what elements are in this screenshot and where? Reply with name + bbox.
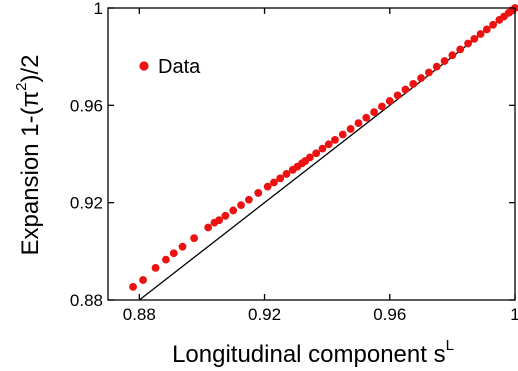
data-point: [440, 57, 449, 65]
data-point: [318, 144, 327, 153]
data-point: [370, 108, 379, 117]
x-axis-label-superscript: L: [446, 337, 454, 354]
data-point: [276, 174, 285, 183]
data-point: [401, 85, 410, 94]
data-point: [456, 45, 465, 54]
data-point: [425, 68, 433, 77]
y-axis-label-prefix: Expansion 1-(: [17, 107, 44, 255]
data-point: [270, 178, 278, 187]
data-point: [190, 234, 198, 243]
data-point: [221, 211, 230, 220]
data-point: [282, 170, 291, 178]
data-point: [151, 263, 160, 272]
data-point: [393, 91, 402, 100]
data-point: [129, 282, 137, 291]
data-point: [489, 20, 497, 29]
y-axis-label-superscript: 2: [13, 83, 30, 91]
data-point: [139, 276, 147, 284]
data-point: [417, 74, 425, 82]
x-tick-label: 0.88: [123, 305, 156, 324]
data-point: [254, 189, 263, 197]
y-axis-label-suffix: )/2: [17, 55, 44, 83]
data-point: [464, 39, 472, 48]
y-tick-label: 1: [94, 0, 103, 18]
x-axis: 0.88 0.92 0.96 1: [123, 8, 518, 324]
data-point: [312, 149, 321, 158]
data-point: [204, 223, 213, 232]
data-point: [169, 249, 178, 258]
y-axis-label-symbol: π: [17, 91, 44, 108]
data-point: [476, 30, 485, 38]
x-tick-label: 0.96: [373, 305, 406, 324]
data-point: [409, 80, 418, 88]
data-point: [482, 25, 491, 34]
data-point: [346, 125, 355, 133]
legend-marker: [139, 61, 149, 71]
x-axis-label: Longitudinal component sL: [172, 337, 454, 368]
y-tick-label: 0.96: [70, 96, 103, 115]
y-axis: 0.88 0.92 0.96 1: [70, 0, 515, 310]
data-series: [129, 4, 518, 291]
data-point: [448, 51, 457, 60]
x-tick-label: 1: [510, 305, 518, 324]
data-point: [331, 135, 339, 144]
data-point: [385, 97, 394, 105]
data-point: [162, 255, 170, 264]
data-point: [362, 113, 371, 122]
legend: Data: [139, 56, 201, 78]
data-point: [470, 35, 479, 43]
data-point: [237, 201, 245, 210]
data-point: [178, 242, 187, 251]
data-point: [244, 195, 253, 204]
data-point: [263, 182, 272, 191]
data-point: [378, 102, 386, 111]
data-point: [215, 216, 224, 225]
data-point: [306, 153, 314, 162]
x-axis-label-text: Longitudinal component s: [172, 341, 446, 368]
data-point: [229, 206, 238, 215]
data-point: [324, 140, 333, 149]
x-tick-label: 0.92: [248, 305, 281, 324]
y-axis-label: Expansion 1-(π2)/2: [13, 55, 44, 256]
y-tick-label: 0.92: [70, 194, 103, 213]
plot-frame: [107, 7, 516, 301]
data-point: [354, 119, 363, 127]
y-tick-label: 0.88: [70, 291, 103, 310]
data-point: [338, 130, 347, 139]
legend-label: Data: [158, 56, 201, 78]
data-point: [432, 62, 441, 71]
